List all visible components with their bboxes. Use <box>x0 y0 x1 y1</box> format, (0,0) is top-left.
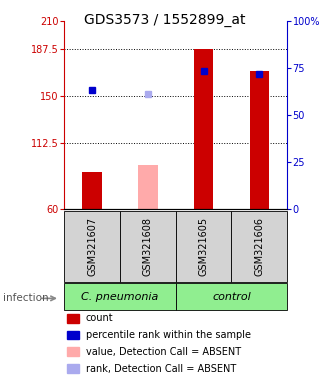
Text: GSM321606: GSM321606 <box>254 217 264 276</box>
Bar <box>67 314 79 323</box>
Text: control: control <box>212 292 251 302</box>
Text: GSM321608: GSM321608 <box>143 217 153 276</box>
Bar <box>231 211 287 282</box>
Text: count: count <box>85 313 113 323</box>
Bar <box>138 166 158 209</box>
Bar <box>64 283 176 310</box>
Text: GSM321605: GSM321605 <box>199 217 209 276</box>
Bar <box>67 331 79 339</box>
Bar <box>64 211 120 282</box>
Bar <box>120 211 176 282</box>
Text: percentile rank within the sample: percentile rank within the sample <box>85 330 250 340</box>
Text: C. pneumonia: C. pneumonia <box>82 292 159 302</box>
Bar <box>176 211 231 282</box>
Bar <box>194 49 213 209</box>
Bar <box>249 71 269 209</box>
Bar <box>176 283 287 310</box>
Text: rank, Detection Call = ABSENT: rank, Detection Call = ABSENT <box>85 364 236 374</box>
Text: GSM321607: GSM321607 <box>87 217 97 276</box>
Bar <box>67 364 79 373</box>
Bar <box>67 348 79 356</box>
Text: GDS3573 / 1552899_at: GDS3573 / 1552899_at <box>84 13 246 27</box>
Text: value, Detection Call = ABSENT: value, Detection Call = ABSENT <box>85 347 241 357</box>
Text: infection: infection <box>3 293 49 303</box>
Bar <box>82 172 102 209</box>
